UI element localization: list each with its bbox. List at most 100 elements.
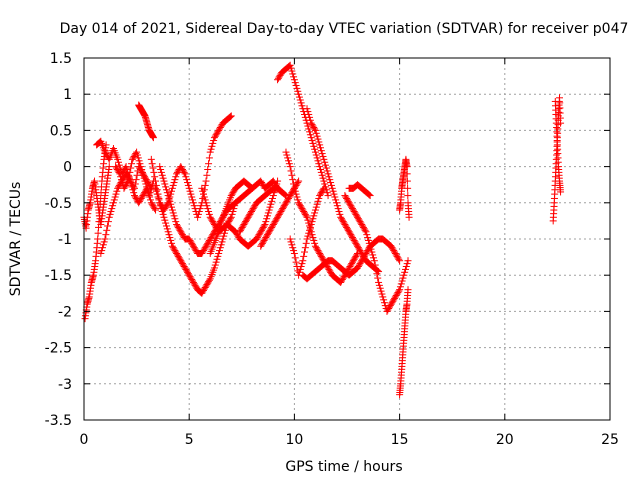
- data-point: [342, 222, 350, 230]
- data-point: [294, 87, 302, 95]
- data-point: [215, 247, 223, 255]
- tick-layer: [83, 57, 611, 421]
- data-point: [165, 231, 173, 239]
- data-point: [292, 258, 300, 266]
- data-point: [242, 216, 250, 224]
- data-point: [350, 207, 358, 215]
- data-point: [303, 213, 311, 221]
- data-point: [105, 213, 113, 221]
- data-point: [344, 226, 352, 234]
- data-point: [253, 234, 261, 242]
- data-point: [374, 267, 382, 275]
- data-point: [266, 226, 274, 234]
- data-point: [171, 215, 179, 223]
- data-point: [205, 236, 213, 244]
- data-point: [237, 225, 245, 233]
- data-point: [310, 142, 318, 150]
- data-point: [190, 202, 198, 210]
- data-point: [187, 238, 195, 246]
- data-point: [324, 170, 332, 178]
- data-point: [253, 235, 261, 243]
- data-point: [189, 199, 197, 207]
- data-point: [281, 191, 289, 199]
- data-point: [232, 229, 240, 237]
- data-point: [269, 221, 277, 229]
- data-point: [226, 216, 234, 224]
- data-point: [243, 215, 251, 223]
- data-point: [135, 199, 143, 207]
- data-point: [402, 263, 410, 271]
- data-point: [282, 148, 290, 156]
- data-point: [353, 212, 361, 220]
- data-point: [131, 193, 139, 201]
- y-tick-label: -1.5: [45, 268, 72, 284]
- data-point: [298, 102, 306, 110]
- data-point: [305, 110, 313, 118]
- data-point: [238, 223, 246, 231]
- data-point: [295, 93, 303, 101]
- data-point: [387, 242, 395, 250]
- data-point: [200, 286, 208, 294]
- data-point: [310, 212, 318, 220]
- data-point: [169, 209, 177, 217]
- data-point: [151, 205, 159, 213]
- data-point: [317, 168, 325, 176]
- data-point: [388, 244, 396, 252]
- data-point: [391, 294, 399, 302]
- data-point: [356, 260, 364, 268]
- data-point: [101, 148, 109, 156]
- data-point: [98, 247, 106, 255]
- data-point: [136, 197, 144, 205]
- data-point: [343, 196, 351, 204]
- data-point: [340, 219, 348, 227]
- data-point: [294, 179, 302, 187]
- data-point: [120, 184, 128, 192]
- data-point: [304, 232, 312, 240]
- data-point: [218, 216, 226, 224]
- data-point: [259, 223, 267, 231]
- data-point: [337, 213, 345, 221]
- data-point: [168, 184, 176, 192]
- data-point: [403, 260, 411, 268]
- data-point: [321, 180, 329, 188]
- data-point: [332, 196, 340, 204]
- data-point: [128, 183, 136, 191]
- data-point: [108, 205, 116, 213]
- data-point: [150, 168, 158, 176]
- data-point: [189, 277, 197, 285]
- data-point: [353, 241, 361, 249]
- data-point: [133, 148, 141, 156]
- data-point: [203, 202, 211, 210]
- data-point: [150, 203, 158, 211]
- data-point: [362, 249, 370, 257]
- data-point: [214, 128, 222, 136]
- data-point: [168, 242, 176, 250]
- data-point: [157, 168, 165, 176]
- data-point: [172, 173, 180, 181]
- data-point: [240, 221, 248, 229]
- data-point: [290, 76, 298, 84]
- data-point: [184, 268, 192, 276]
- data-point: [263, 215, 271, 223]
- data-point: [310, 236, 318, 244]
- data-point: [309, 234, 317, 242]
- data-point: [328, 184, 336, 192]
- data-point: [305, 125, 313, 133]
- data-point: [359, 223, 367, 231]
- data-point: [373, 270, 381, 278]
- y-tick-label: -2: [58, 304, 72, 320]
- data-point: [116, 170, 124, 178]
- data-point: [289, 176, 297, 184]
- data-point: [315, 248, 323, 256]
- data-point: [182, 173, 190, 181]
- data-point: [191, 245, 199, 253]
- data-point: [115, 183, 123, 191]
- plot-frame: [83, 57, 611, 421]
- data-point: [168, 239, 176, 247]
- data-point: [404, 192, 412, 200]
- data-point: [205, 160, 213, 168]
- data-point: [204, 165, 212, 173]
- data-point: [176, 226, 184, 234]
- data-point: [317, 147, 325, 155]
- data-point: [168, 206, 176, 214]
